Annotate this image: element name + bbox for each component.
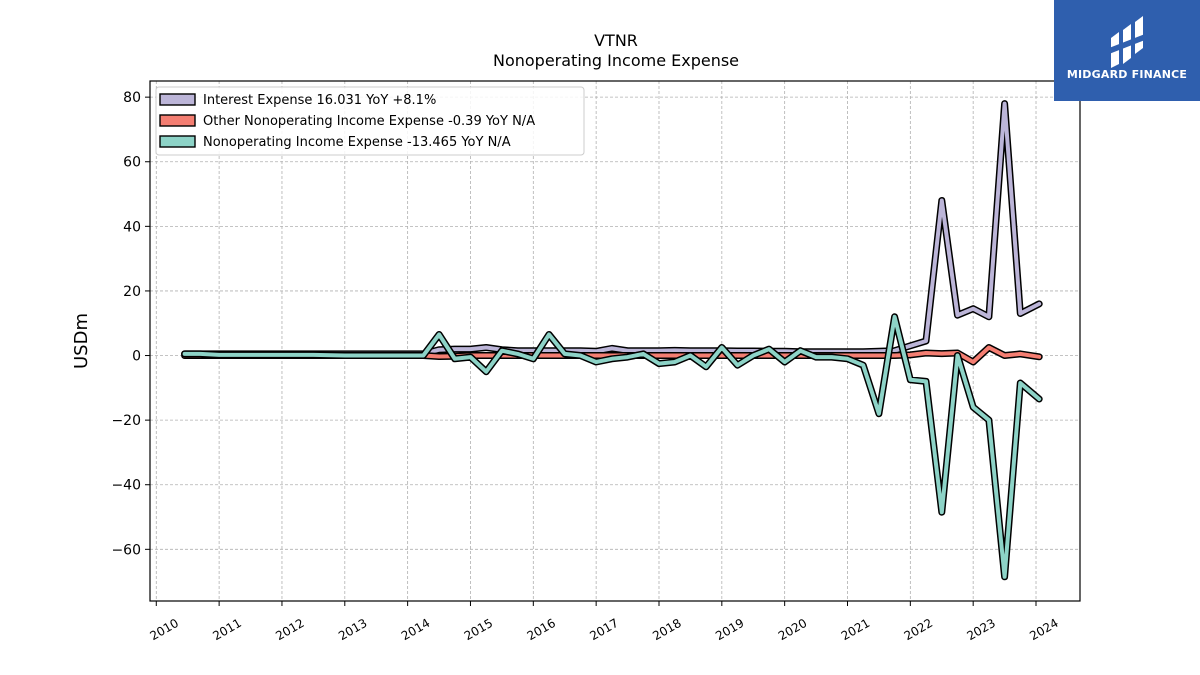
y-tick-label: 20 — [123, 284, 141, 300]
y-tick-label: −40 — [111, 478, 141, 494]
legend-swatch — [159, 114, 196, 127]
legend-swatch — [159, 93, 196, 106]
y-tick-label: 40 — [123, 219, 141, 235]
y-tick-label: −60 — [111, 542, 141, 558]
x-tick-label: 2011 — [210, 616, 243, 643]
chart-subtitle: Nonoperating Income Expense — [492, 51, 740, 70]
legend-label: Nonoperating Income Expense -13.465 YoY … — [203, 135, 511, 150]
y-axis-label: USDm — [71, 313, 92, 369]
y-tick-label: 80 — [123, 90, 141, 106]
x-tick-label: 2012 — [273, 616, 306, 643]
x-tick-label: 2014 — [399, 616, 432, 643]
legend: Interest Expense 16.031 YoY +8.1% Other N… — [155, 86, 585, 156]
logo-text: MIDGARD FINANCE — [1066, 68, 1188, 81]
legend-label: Interest Expense 16.031 YoY +8.1% — [203, 93, 436, 108]
x-tick-label: 2023 — [964, 616, 997, 643]
midgard-logo-mark-icon — [1109, 16, 1145, 68]
midgard-finance-logo: MIDGARD FINANCE — [1054, 0, 1200, 101]
x-tick-label: 2021 — [839, 616, 872, 643]
x-tick-label: 2013 — [336, 616, 369, 643]
x-tick-label: 2018 — [650, 616, 683, 643]
x-tick-label: 2020 — [776, 616, 809, 643]
x-tick-label: 2019 — [713, 616, 746, 643]
y-tick-label: 60 — [123, 155, 141, 171]
x-tick-label: 2015 — [462, 616, 495, 643]
series-lines — [181, 100, 1043, 581]
legend-label: Other Nonoperating Income Expense -0.39 … — [203, 114, 535, 129]
legend-box — [155, 86, 585, 156]
x-tick-label: 2022 — [902, 616, 935, 643]
x-tick-label: 2016 — [525, 616, 558, 643]
y-tick-label: −20 — [111, 413, 141, 429]
x-tick-label: 2017 — [587, 616, 620, 643]
y-tick-label: 0 — [132, 349, 141, 365]
x-tick-label: 2024 — [1027, 616, 1060, 643]
grid-lines — [150, 81, 1080, 601]
y-axis: −60 −40 −20 0 20 40 60 80 — [111, 90, 150, 558]
x-axis: 2010 2011 2012 2013 2014 2015 2016 2017 2018 2019… — [148, 601, 1061, 643]
plot-frame — [149, 80, 1081, 602]
x-tick-label: 2010 — [148, 616, 181, 643]
legend-swatch — [159, 135, 196, 148]
chart-title: VTNR — [594, 31, 638, 50]
